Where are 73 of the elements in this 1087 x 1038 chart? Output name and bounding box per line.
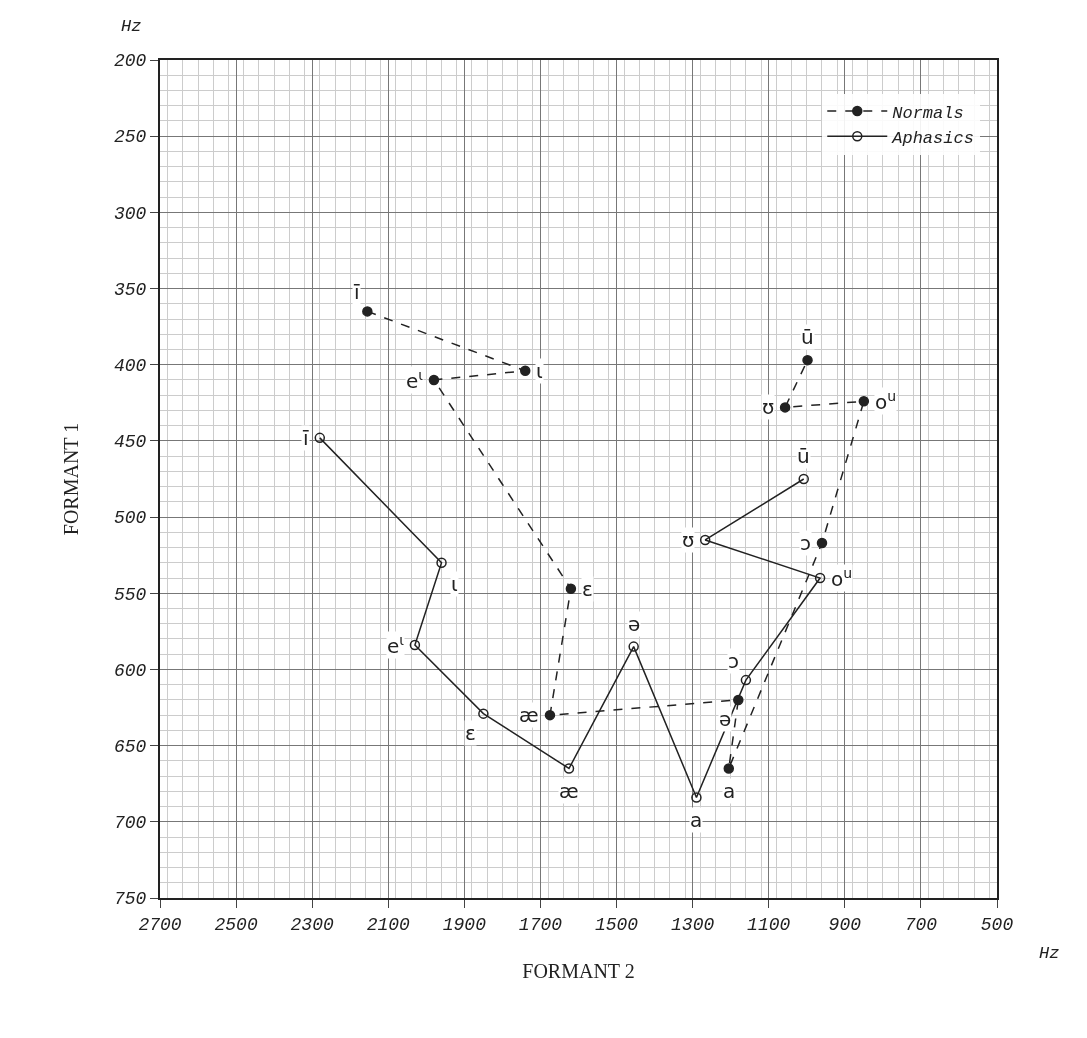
x-tick-label: 1900: [442, 914, 487, 935]
annotation: æ: [559, 779, 579, 803]
x-tick-label: 2100: [366, 914, 411, 935]
y-tick-label: 550: [113, 584, 147, 605]
point: [362, 306, 373, 317]
annotation: o$^{u}$: [875, 388, 897, 415]
annotation: e$^{ɩ}$: [387, 632, 405, 659]
y-tick-label: 350: [113, 279, 147, 300]
text: Hz: [121, 17, 142, 36]
legend-label: Normals: [892, 103, 964, 123]
point: [723, 763, 735, 774]
x-tick-label: 700: [904, 914, 938, 935]
annotation: ɔ: [728, 649, 739, 673]
annotation: a: [723, 779, 736, 803]
x-tick-label: 500: [980, 914, 1014, 935]
annotation: ɔ: [800, 531, 811, 555]
annotation: o$^{u}$: [831, 565, 853, 592]
annotation: ɛ: [465, 721, 476, 745]
point: [802, 354, 813, 366]
point: [814, 572, 826, 584]
y-tick-label: 200: [113, 51, 147, 72]
y-tick-label: 500: [113, 508, 147, 529]
legend-label: Aphasics: [891, 128, 974, 148]
annotation: ʊ: [682, 528, 695, 552]
y-tick-label: 600: [113, 660, 147, 681]
point: [428, 374, 440, 386]
annotation: ə: [719, 707, 732, 731]
annotation: ū: [797, 444, 810, 468]
point: [740, 674, 752, 686]
x-tick-label: 2500: [214, 914, 258, 935]
annotation: ɛ: [582, 577, 593, 601]
text: Hz: [1039, 944, 1060, 963]
x-tick-label: 2700: [138, 914, 182, 935]
x-tick-label: 900: [828, 914, 862, 935]
point: [816, 537, 828, 549]
point: [858, 396, 870, 407]
annotation: ū: [801, 325, 814, 349]
annotation: ī: [353, 280, 360, 304]
y-tick-label: 300: [113, 203, 147, 224]
x-tick-label: 1700: [518, 914, 563, 935]
y-tick-label: 400: [113, 356, 147, 377]
point: [691, 792, 702, 803]
y-tick-label: 650: [113, 736, 147, 757]
annotation: æ: [519, 703, 539, 727]
y-tick-label: 750: [113, 889, 147, 910]
point: [478, 708, 489, 719]
x-tick-label: 2300: [290, 914, 334, 935]
point: [544, 709, 556, 721]
annotation: ə: [628, 612, 641, 636]
point: [314, 432, 326, 444]
y-tick-label: 450: [113, 432, 147, 453]
point: [798, 473, 809, 485]
annotation: ī: [302, 426, 309, 450]
annotation: ɩ: [536, 359, 543, 383]
x-tick-label: 1300: [671, 914, 715, 935]
point: [779, 402, 791, 413]
annotation: e$^{ɩ}$: [406, 367, 424, 394]
point: [519, 365, 531, 377]
annotation: ɩ: [451, 572, 458, 596]
point: [563, 763, 575, 774]
point: [409, 639, 421, 651]
point: [628, 641, 639, 652]
point: [436, 557, 447, 569]
y-tick-label: 250: [113, 127, 147, 148]
point: [565, 583, 577, 594]
point: [699, 534, 711, 546]
y-tick-label: 700: [113, 813, 147, 834]
x-axis-title: FORMANT 2: [522, 959, 635, 982]
annotation: a: [690, 808, 703, 832]
x-tick-label: 1500: [594, 914, 639, 935]
x-tick-label: 1100: [747, 914, 791, 935]
y-axis-title: FORMANT 1: [59, 422, 82, 536]
annotation: ʊ: [762, 395, 775, 419]
